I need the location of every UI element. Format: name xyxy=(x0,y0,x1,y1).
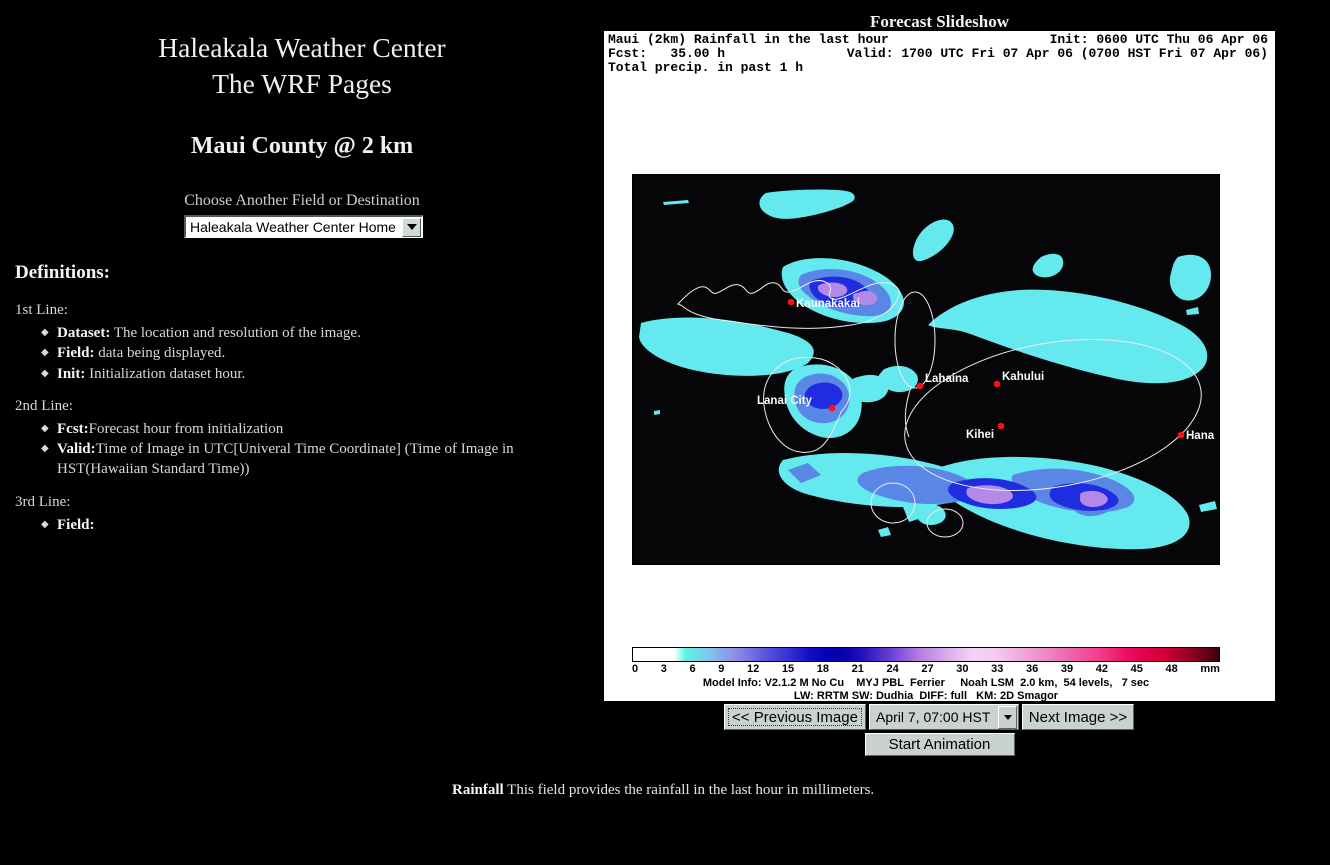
svg-text:Lanai City: Lanai City xyxy=(757,395,813,407)
svg-text:Hana: Hana xyxy=(1186,430,1215,442)
svg-text:Lahaina: Lahaina xyxy=(925,373,969,385)
svg-text:Kihei: Kihei xyxy=(966,429,994,441)
svg-text:Kahului: Kahului xyxy=(1002,371,1044,383)
svg-text:Kaunakakai: Kaunakakai xyxy=(796,298,860,310)
